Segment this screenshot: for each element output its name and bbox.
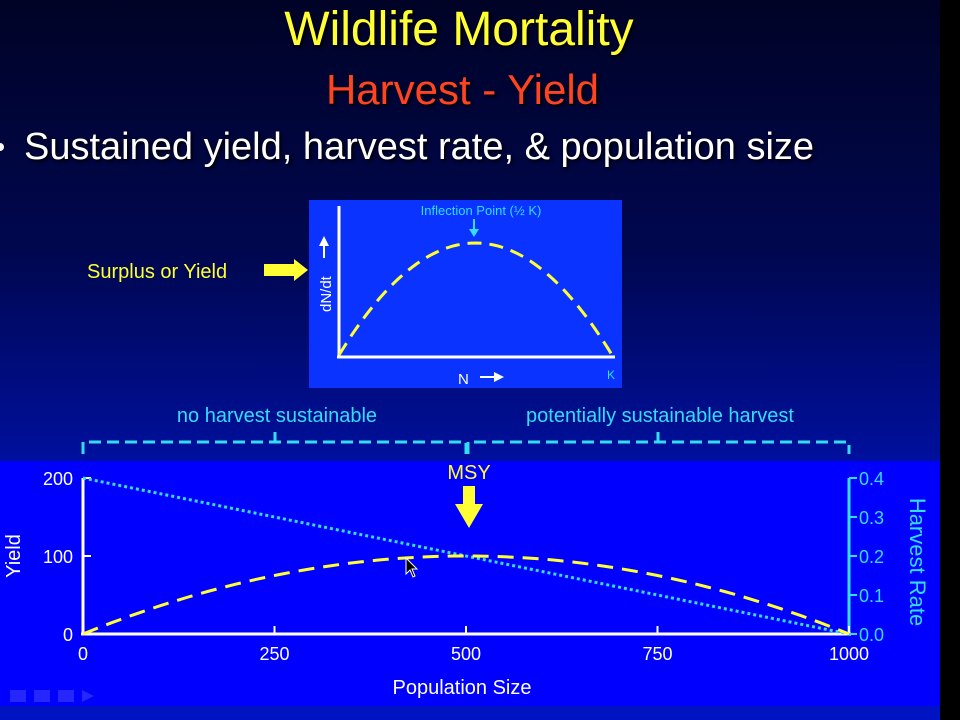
yield-curve (82, 554, 850, 636)
toolbar-menu-icon[interactable] (58, 690, 74, 702)
y2-tick-label: 0.3 (859, 508, 884, 528)
inset-inflection-label: Inflection Point (½ K) (421, 203, 542, 218)
presentation-toolbar[interactable] (10, 688, 100, 704)
inflection-arrow-icon (469, 219, 479, 237)
mouse-cursor-icon (405, 556, 419, 578)
toolbar-pen-icon[interactable] (34, 690, 50, 702)
bracket-left-label: no harvest sustainable (177, 405, 377, 427)
x-tick-label: 0 (78, 644, 88, 664)
y-tick-label: 100 (43, 547, 73, 567)
bracket-right-label: potentially sustainable harvest (526, 405, 794, 427)
slide-subtitle: Harvest - Yield (325, 66, 600, 113)
harvest-rate-line (82, 476, 850, 636)
x-tick-label: 750 (642, 644, 672, 664)
slide-title: Wildlife Mortality (284, 3, 634, 56)
callout-arrow-icon (264, 259, 308, 281)
bullet-icon (0, 143, 4, 151)
slide-edge (940, 0, 960, 720)
main-y-label: Yield (3, 534, 25, 578)
bracket-right (466, 432, 851, 454)
inset-k-label: K (607, 368, 615, 382)
inset-x-label: N (458, 371, 469, 388)
inset-y-arrow-icon (319, 236, 329, 258)
x-tick-label: 1000 (829, 644, 869, 664)
y-tick-label: 0 (63, 625, 73, 645)
x-tick-label: 250 (259, 644, 289, 664)
y2-tick-label: 0.0 (859, 625, 884, 645)
toolbar-prev-icon[interactable] (10, 690, 26, 702)
main-x-label: Population Size (393, 677, 532, 699)
y2-tick-label: 0.1 (859, 586, 884, 606)
y2-tick-label: 0.2 (859, 547, 884, 567)
inset-y-label: dN/dt (318, 275, 335, 312)
bullet-text: Sustained yield, harvest rate, & populat… (24, 126, 815, 168)
x-tick-label: 500 (451, 644, 481, 664)
msy-arrow-icon (455, 486, 483, 528)
msy-label: MSY (447, 462, 490, 484)
inset-yield-curve (337, 241, 614, 356)
callout-label: Surplus or Yield (87, 261, 227, 283)
toolbar-next-icon[interactable] (82, 690, 94, 702)
inset-x-arrow-icon (480, 372, 504, 382)
bracket-left (81, 432, 468, 454)
y-tick-label: 200 (43, 469, 73, 489)
main-y2-label: Harvest Rate (905, 498, 930, 626)
y2-tick-label: 0.4 (859, 469, 884, 489)
